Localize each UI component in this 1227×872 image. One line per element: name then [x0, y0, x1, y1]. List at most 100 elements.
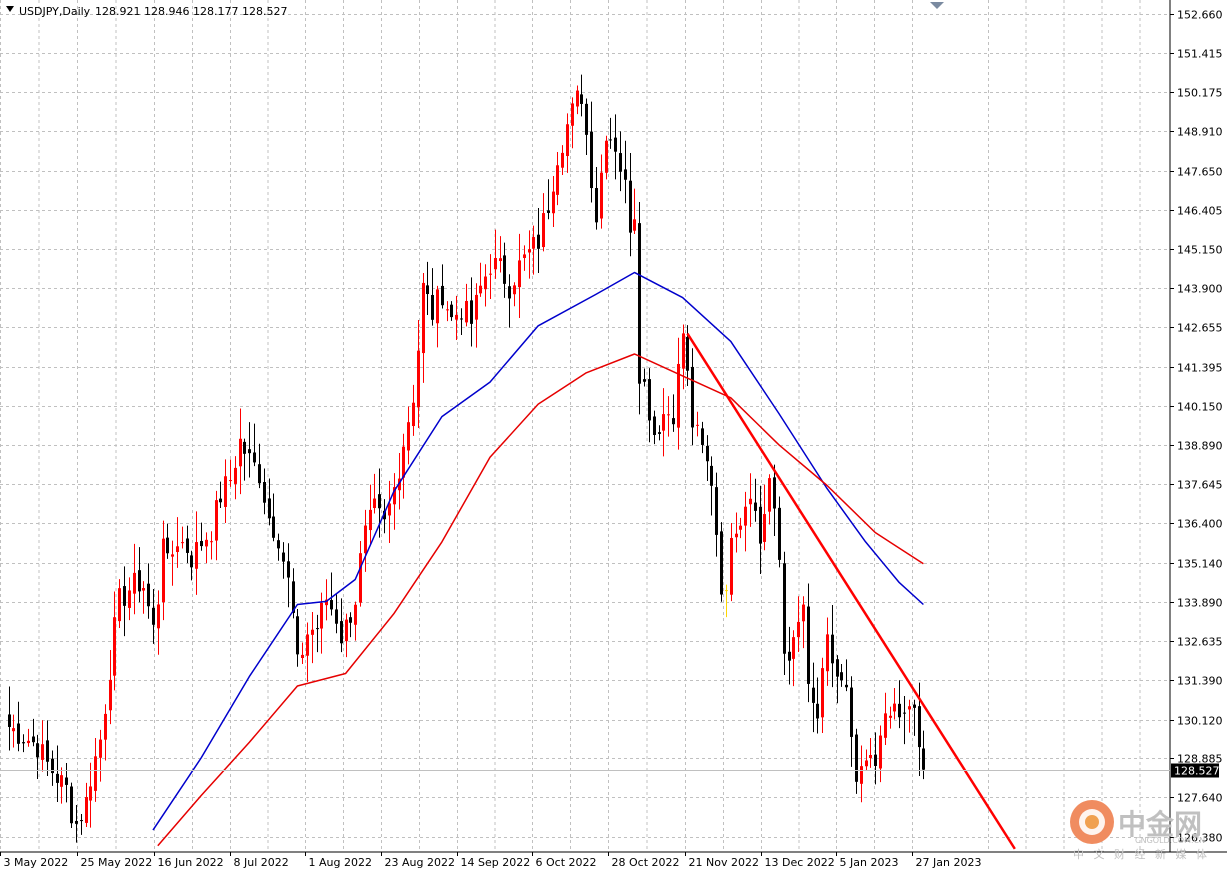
candle-body — [561, 152, 564, 168]
candle-body — [865, 760, 868, 767]
candle-body — [215, 500, 218, 541]
candle-body — [893, 703, 896, 712]
candle-body — [889, 715, 892, 718]
candle-body — [595, 188, 598, 223]
candle-body — [412, 402, 415, 427]
candle-body — [51, 758, 54, 774]
candle-body — [22, 742, 25, 744]
candle-body — [234, 467, 237, 484]
ohlc-values: 128.921 128.946 128.177 128.527 — [95, 5, 287, 18]
candle-body — [186, 538, 189, 553]
candle-body — [720, 531, 723, 595]
candle-body — [585, 103, 588, 135]
scroll-shift-marker-icon[interactable] — [930, 2, 944, 9]
candle-body — [662, 414, 665, 431]
candle-body — [609, 139, 612, 141]
candle-body — [176, 546, 179, 553]
y-tick-label: 142.655 — [1177, 322, 1223, 335]
candle-body — [874, 754, 877, 766]
candle-body — [571, 103, 574, 126]
candle-body — [224, 476, 227, 507]
candle-body — [210, 541, 213, 543]
candle-body — [735, 533, 738, 538]
candle-body — [422, 282, 425, 354]
candle-body — [869, 755, 872, 758]
candle-body — [908, 706, 911, 710]
candle-body — [85, 797, 88, 823]
candle-body — [479, 285, 482, 294]
x-tick-label: 13 Dec 2022 — [765, 856, 835, 869]
candle-body — [325, 599, 328, 606]
x-tick-label: 14 Sep 2022 — [461, 856, 531, 869]
candle-body — [282, 552, 285, 562]
y-tick-label: 127.640 — [1177, 792, 1223, 805]
current-price-label: 128.527 — [1174, 765, 1220, 778]
candle-body — [166, 537, 169, 554]
candle-body — [566, 124, 569, 157]
candle-body — [633, 219, 636, 231]
candle-body — [373, 498, 376, 509]
candle-body — [60, 775, 63, 787]
candle-body — [648, 379, 651, 421]
candle-body — [393, 487, 396, 505]
candle-body — [388, 503, 391, 516]
candle-body — [691, 366, 694, 428]
downtrend-line[interactable] — [686, 332, 1016, 850]
candle-body — [913, 704, 916, 708]
y-tick-label: 141.395 — [1177, 362, 1223, 375]
y-tick-label: 137.645 — [1177, 479, 1223, 492]
candle-body — [484, 276, 487, 290]
candle-body — [407, 422, 410, 451]
y-tick-label: 152.660 — [1177, 9, 1223, 22]
candle-body — [320, 602, 323, 629]
candle-body — [253, 452, 256, 463]
candle-body — [277, 540, 280, 549]
candle-body — [686, 336, 689, 371]
candle-body — [759, 506, 762, 544]
candle-body — [701, 428, 704, 445]
y-tick-label: 130.120 — [1177, 715, 1223, 728]
candle-body — [850, 687, 853, 737]
candlesticks — [8, 74, 925, 843]
candle-body — [17, 723, 20, 744]
candle-body — [330, 600, 333, 610]
candle-body — [200, 540, 203, 547]
candle-body — [56, 773, 59, 783]
candle-body — [41, 744, 44, 760]
moving-average-line — [152, 271, 924, 831]
candle-body — [181, 542, 184, 544]
moving-averages — [152, 271, 924, 847]
candle-body — [783, 563, 786, 654]
candle-body — [171, 554, 174, 557]
candle-body — [292, 581, 295, 613]
candle-body — [518, 260, 521, 288]
candle-body — [450, 304, 453, 318]
candle-body — [532, 237, 535, 249]
candle-body — [749, 498, 752, 505]
candle-body — [619, 153, 622, 172]
x-tick-label: 28 Oct 2022 — [612, 856, 680, 869]
candle-body — [879, 735, 882, 769]
x-tick-label: 16 Jun 2022 — [158, 856, 224, 869]
candle-body — [605, 140, 608, 173]
y-tick-label: 131.390 — [1177, 675, 1223, 688]
candle-body — [205, 539, 208, 547]
x-tick-label: 3 May 2022 — [4, 856, 69, 869]
candle-body — [797, 621, 800, 638]
candle-body — [470, 300, 473, 324]
candle-body — [426, 285, 429, 295]
candle-body — [306, 634, 309, 656]
candle-body — [898, 703, 901, 718]
collapse-arrow-icon[interactable] — [6, 6, 14, 12]
candle-body — [99, 739, 102, 758]
candle-body — [70, 786, 73, 824]
candle-body — [311, 629, 314, 635]
candle-body — [441, 285, 444, 306]
candle-body — [345, 619, 348, 642]
candle-body — [826, 634, 829, 672]
candle-body — [499, 258, 502, 262]
candle-body — [653, 416, 656, 435]
candle-body — [46, 740, 49, 762]
y-tick-label: 150.175 — [1177, 87, 1223, 100]
candle-body — [475, 294, 478, 320]
